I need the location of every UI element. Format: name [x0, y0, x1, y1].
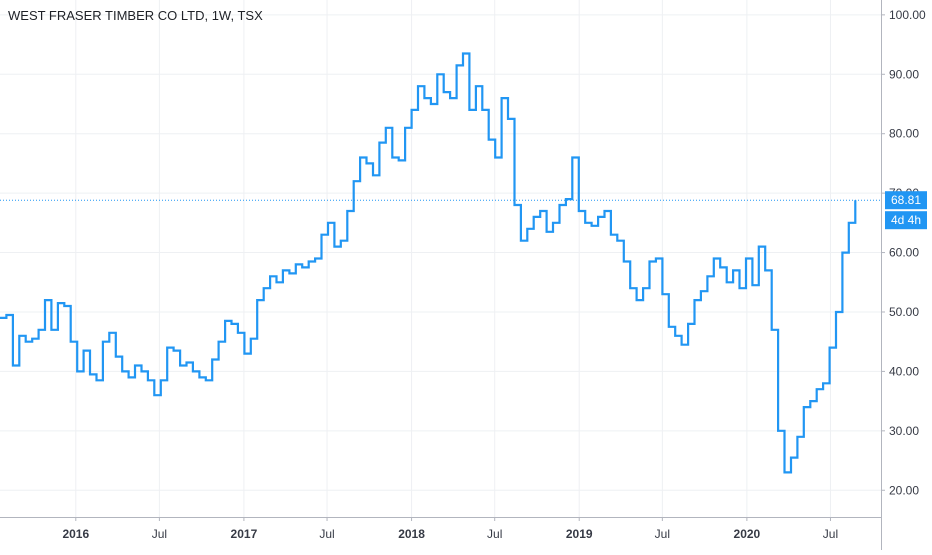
x-tick-label: Jul: [152, 527, 167, 541]
y-tick-label: 80.00: [889, 127, 919, 141]
y-tick-label: 40.00: [889, 364, 919, 378]
x-tick-label: 2017: [231, 527, 258, 541]
x-tick-label: 2016: [62, 527, 89, 541]
last-price-label-bg: [885, 191, 927, 210]
chart-title: WEST FRASER TIMBER CO LTD, 1W, TSX: [8, 8, 263, 23]
x-tick-label: Jul: [319, 527, 334, 541]
price-series-line: [0, 52, 857, 474]
y-tick-label: 20.00: [889, 483, 919, 497]
last-price-label: 68.81: [891, 193, 921, 207]
axes: [0, 0, 882, 550]
countdown-label-bg: [885, 211, 927, 230]
x-tick-label: Jul: [487, 527, 502, 541]
y-tick-label: 90.00: [889, 67, 919, 81]
y-tick-label: 30.00: [889, 424, 919, 438]
price-labels: 68.81 4d 4h: [0, 191, 927, 230]
x-tick-label: 2018: [398, 527, 425, 541]
y-tick-label: 60.00: [889, 246, 919, 260]
y-axis[interactable]: 100.0090.0080.0070.0060.0050.0040.0030.0…: [881, 8, 926, 497]
x-tick-label: 2020: [734, 527, 761, 541]
y-tick-label: 100.00: [889, 8, 926, 22]
x-axis[interactable]: 2016 Jul 2017 Jul 2018 Jul 2019 Jul 2020 Jul: [62, 517, 838, 541]
x-tick-label: Jul: [823, 527, 838, 541]
series-layer: [0, 52, 857, 474]
countdown-label: 4d 4h: [891, 213, 921, 227]
x-tick-label: 2019: [566, 527, 593, 541]
y-tick-label: 50.00: [889, 305, 919, 319]
x-tick-label: Jul: [655, 527, 670, 541]
